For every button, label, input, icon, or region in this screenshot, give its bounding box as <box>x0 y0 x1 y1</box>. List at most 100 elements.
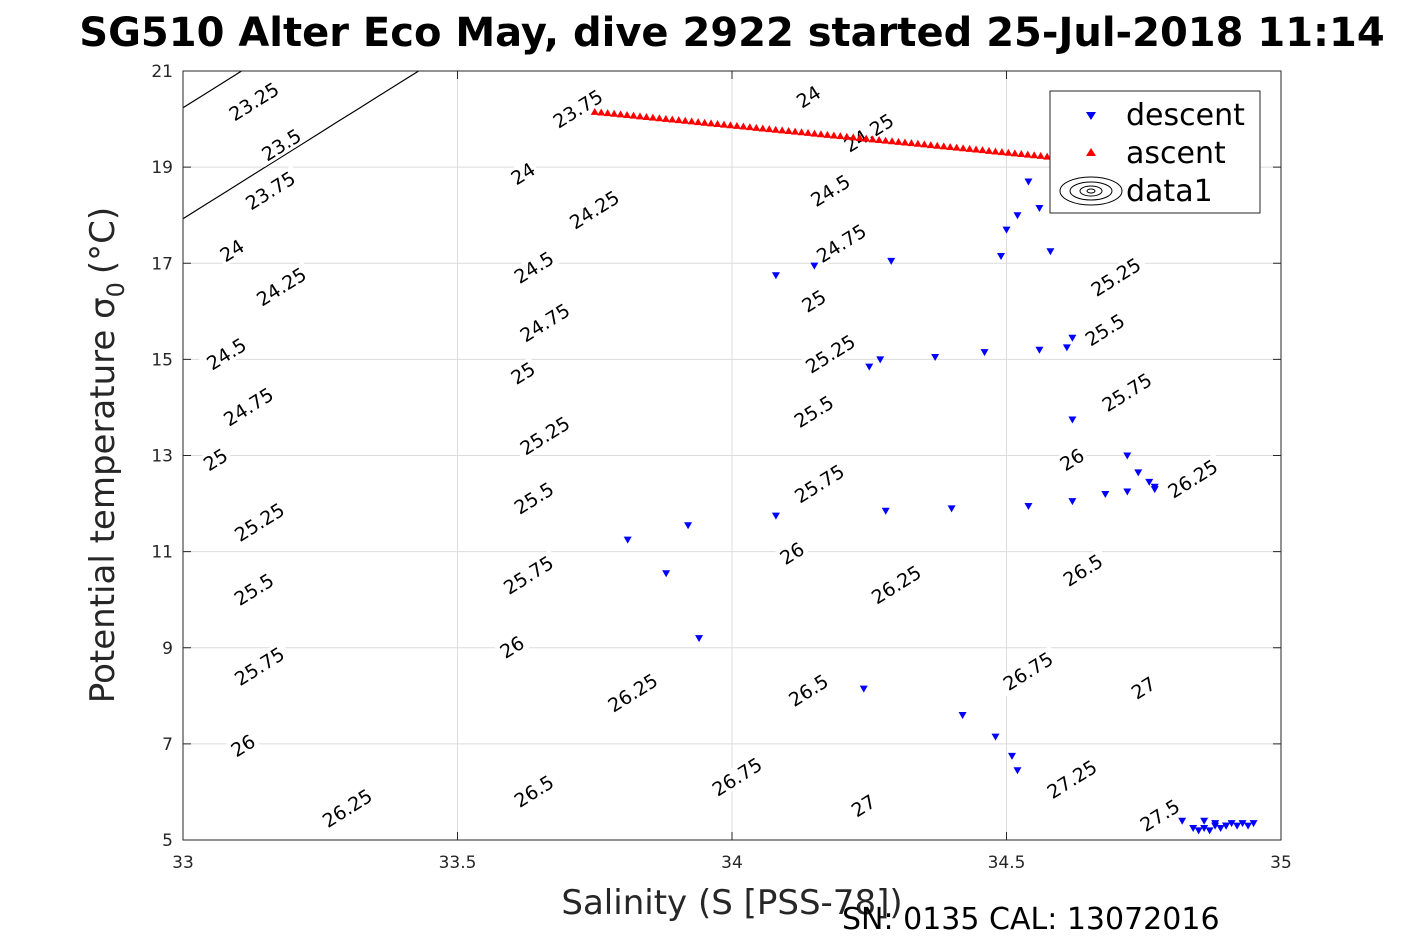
descent-point <box>1145 478 1154 486</box>
ascent-point <box>765 125 774 133</box>
ascent-point <box>791 127 800 135</box>
contour-label-bg <box>253 122 309 167</box>
descent-point <box>997 253 1006 261</box>
contour-label-bg <box>845 789 881 822</box>
descent-point <box>695 635 704 643</box>
y-tick-label: 17 <box>151 254 173 274</box>
descent-point <box>1046 248 1055 256</box>
descent-point <box>1024 502 1033 510</box>
descent-point <box>1216 824 1225 832</box>
y-tick-label: 11 <box>151 543 173 563</box>
isopycnal-27.5 <box>183 71 420 220</box>
contour-label-bg <box>216 381 281 432</box>
contour-label-bg <box>1160 453 1225 504</box>
contour-label-bg <box>995 645 1061 697</box>
ascent-point <box>842 132 851 140</box>
descent-series <box>623 178 1258 835</box>
ascent-point <box>616 110 625 118</box>
ascent-point <box>732 121 741 129</box>
ascent-point <box>862 134 871 142</box>
descent-point <box>684 522 693 530</box>
descent-point <box>1189 824 1198 832</box>
contour-label-bg <box>505 157 541 190</box>
descent-point <box>1035 346 1044 354</box>
ascent-point <box>590 107 599 115</box>
y-tick-label: 7 <box>162 735 173 755</box>
descent-point <box>623 536 632 544</box>
contour-label-bg <box>1125 671 1161 704</box>
chart-title: SG510 Alter Eco May, dive 2922 started 2… <box>79 10 1384 56</box>
descent-point <box>1200 817 1209 825</box>
ascent-point <box>642 112 651 120</box>
contour-label-bg <box>506 768 562 814</box>
ascent-point <box>687 117 696 125</box>
ascent-point <box>674 116 683 124</box>
y-tick-label: 5 <box>162 831 173 851</box>
ascent-point <box>681 116 690 124</box>
ascent-point <box>959 144 968 152</box>
ascent-point <box>739 122 748 130</box>
contour-label-bg <box>1054 443 1090 476</box>
legend-box <box>1049 90 1261 214</box>
ascent-point <box>849 133 858 141</box>
descent-point <box>1200 824 1209 832</box>
descent-point <box>1062 344 1071 352</box>
contour-label-bg <box>787 458 852 509</box>
contour-label-bg <box>227 496 292 548</box>
ascent-point <box>946 142 955 150</box>
ascent-point <box>1043 152 1052 160</box>
ascent-point <box>1030 151 1039 159</box>
descent-point <box>1002 226 1011 234</box>
ascent-point <box>668 115 677 123</box>
y-axis-label-unit: (°C) <box>83 207 123 274</box>
descent-point <box>1222 822 1231 830</box>
contour-label-bg <box>600 667 665 718</box>
x-tick-label: 33.5 <box>439 853 477 873</box>
contour-label-bg <box>505 356 541 390</box>
descent-point <box>1211 820 1220 828</box>
contour-label-bg <box>1039 753 1105 805</box>
x-tick-label: 34 <box>721 853 743 873</box>
ascent-point <box>720 120 729 128</box>
descent-point <box>771 512 780 520</box>
ascent-point <box>726 121 735 129</box>
descent-point <box>1013 212 1022 220</box>
ascent-point <box>655 114 664 122</box>
contour-label-bg <box>496 549 561 601</box>
contour-label-bg <box>214 234 250 267</box>
descent-point <box>881 507 890 515</box>
contour-label-bg <box>704 751 770 802</box>
descent-point <box>1178 817 1187 825</box>
ascent-point <box>700 118 709 126</box>
descent-point <box>865 363 874 371</box>
y-axis-ticks: 5 7 9 11 13 15 17 19 21 <box>151 62 1281 851</box>
legend-data1-label: data1 <box>1126 174 1213 209</box>
ascent-point <box>810 129 819 137</box>
descent-point <box>991 733 1000 741</box>
contour-label-bg <box>1132 792 1188 838</box>
contour-label-bg <box>314 782 380 834</box>
legend-ascent-label: ascent <box>1126 136 1226 171</box>
descent-point <box>876 356 885 364</box>
descent-point <box>1123 452 1132 460</box>
contour-label-bg <box>836 107 901 158</box>
contour-label-bg <box>249 261 314 312</box>
x-tick-label: 35 <box>1270 853 1292 873</box>
ascent-point <box>1023 150 1032 158</box>
ascent-point <box>610 109 619 117</box>
contour-label-bg <box>227 640 292 692</box>
ascent-point <box>900 138 909 146</box>
descent-point <box>662 570 671 578</box>
ascent-point <box>745 123 754 131</box>
ascent-point <box>972 145 981 153</box>
contour-label-bg <box>238 165 303 216</box>
descent-point <box>1068 334 1077 342</box>
ascent-point <box>984 146 993 154</box>
ascent-point <box>597 108 606 116</box>
descent-point <box>1205 827 1214 835</box>
contour-label-bg <box>798 328 863 380</box>
descent-point <box>859 685 868 693</box>
descent-point <box>887 257 896 265</box>
y-tick-label: 13 <box>151 447 173 467</box>
descent-point <box>1035 204 1044 212</box>
